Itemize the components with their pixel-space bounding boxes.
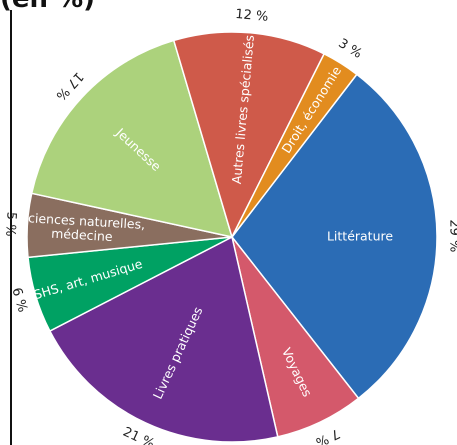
pie-slice-droit-economie — [231, 52, 358, 238]
pie-slice-jeunesse — [30, 39, 234, 239]
pie-slice-livres-pratiques — [48, 235, 279, 443]
percent-label-litterature: 29 % — [446, 219, 457, 252]
pie-slices — [26, 31, 438, 443]
percent-label-droit-economie: 3 % — [335, 36, 364, 62]
percent-label-shs-art-musique: 6 % — [8, 286, 29, 314]
percent-label-sciences-naturelles-medecine: 5 % — [2, 211, 18, 237]
percent-label-autres-livres-specialises: 12 % — [235, 7, 269, 25]
slice-label-litterature: Littérature — [327, 228, 393, 243]
chart-title-fragment: (en %) — [0, 0, 95, 12]
percent-label-livres-pratiques: 21 % — [120, 425, 156, 445]
pie-slice-litterature — [231, 73, 438, 400]
frame-left-rule — [10, 10, 12, 445]
pie-slice-autres-livres-specialises — [172, 31, 326, 240]
slice-label-sciences-naturelles-medecine: Sciences naturelles,médecine — [19, 209, 145, 245]
percent-label-voyages: 7 % — [313, 425, 342, 445]
